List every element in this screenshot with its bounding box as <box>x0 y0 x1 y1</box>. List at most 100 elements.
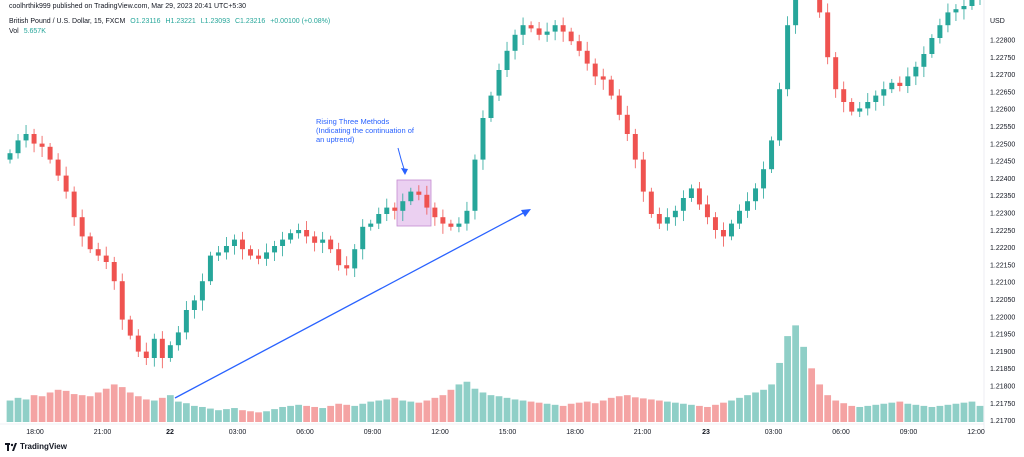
byline-text: coolhrthik999 published on TradingView.c… <box>9 3 247 10</box>
time-tick-label: 09:00 <box>900 429 918 436</box>
volume-bar <box>455 384 463 422</box>
volume-bar <box>126 392 134 422</box>
volume-bar <box>14 397 22 422</box>
candle-body <box>632 134 638 160</box>
volume-bar <box>856 406 864 422</box>
candle-body <box>207 255 213 282</box>
volume-bar <box>271 409 278 422</box>
volume-bar <box>351 405 359 422</box>
candle-body <box>624 114 630 134</box>
candle-body <box>881 89 887 96</box>
candle-body <box>31 134 37 144</box>
volume-bar <box>720 402 727 422</box>
candle-body <box>656 214 662 224</box>
candlesticks <box>7 0 981 369</box>
volume-bar <box>102 388 110 422</box>
volume-bar <box>736 397 743 422</box>
candle-body <box>239 239 245 250</box>
candle-body <box>15 140 21 154</box>
candle-body <box>280 239 286 246</box>
price-tick-label: 1.21800 <box>990 384 1015 391</box>
candle-body <box>576 41 582 51</box>
volume-bar <box>479 392 487 422</box>
candle-body <box>793 0 799 26</box>
volume-bar <box>247 411 254 422</box>
volume-bar <box>800 346 807 422</box>
volume-bar <box>463 381 471 422</box>
annotation-pointer <box>397 147 408 175</box>
candle-body <box>753 188 759 202</box>
candle-body <box>231 239 237 246</box>
candle-body <box>392 207 398 211</box>
candle-body <box>520 25 526 35</box>
volume-legend: Vol 5.657K <box>9 27 49 36</box>
price-tick-label: 1.22200 <box>990 245 1015 252</box>
candle-body <box>328 239 334 250</box>
volume-bar <box>359 403 367 422</box>
candle-body <box>384 207 390 214</box>
volume-bar <box>768 384 775 422</box>
volume-bar <box>824 395 832 422</box>
candle-body <box>151 338 157 358</box>
candle-body <box>616 95 622 115</box>
candle-body <box>183 310 189 333</box>
currency-label: USD <box>990 18 1005 25</box>
volume-bar <box>327 405 335 422</box>
volume-bar <box>311 406 318 422</box>
volume-bar <box>944 404 952 422</box>
candle-body <box>728 223 734 237</box>
volume-bar <box>647 399 655 422</box>
price-tick-label: 1.22350 <box>990 193 1015 200</box>
price-tick-label: 1.22250 <box>990 228 1015 235</box>
volume-bar <box>567 403 575 422</box>
candle-body <box>312 236 318 243</box>
price-tick-label: 1.21900 <box>990 349 1015 356</box>
volume-bar <box>551 404 559 422</box>
candle-body <box>464 210 470 224</box>
candle-body <box>825 12 831 58</box>
candle-body <box>833 57 839 90</box>
volume-bar <box>343 404 351 422</box>
trend-arrow[interactable] <box>174 209 531 399</box>
volume-bar <box>672 402 679 422</box>
volume-label: Vol <box>9 28 19 35</box>
candle-body <box>560 25 566 32</box>
volume-bar <box>279 406 286 422</box>
volume-bar <box>54 389 62 422</box>
symbol-name[interactable]: British Pound / U.S. Dollar, 15, FXCM <box>9 18 126 25</box>
volume-bar <box>968 401 976 422</box>
pattern-annotation[interactable]: Rising Three Methods (Indicating the con… <box>316 117 456 144</box>
volume-bar <box>158 397 166 422</box>
price-tick-label: 1.21700 <box>990 418 1015 425</box>
volume-bar <box>495 396 503 422</box>
volume-bar <box>78 395 86 422</box>
volume-bar <box>888 402 896 422</box>
volume-bar <box>431 397 439 422</box>
volume-bar <box>928 406 936 422</box>
candle-body <box>937 25 943 38</box>
time-tick-label: 21:00 <box>634 429 652 436</box>
volume-bar <box>744 395 751 422</box>
volume-bar <box>808 368 816 422</box>
volume-bar <box>62 390 70 422</box>
volume-bar <box>46 392 54 422</box>
tradingview-logo[interactable]: TradingView <box>5 442 67 451</box>
volume-bar <box>415 402 423 422</box>
candle-body <box>769 140 775 170</box>
volume-bar <box>631 397 639 422</box>
time-axis: 18:00 21:00 22 03:00 06:00 09:00 12:00 15:00 18:… <box>0 423 985 436</box>
volume-bar <box>407 401 415 422</box>
candle-body <box>496 70 502 96</box>
price-tick-label: 1.21750 <box>990 401 1015 408</box>
volume-bar <box>6 400 14 422</box>
volume-bar <box>511 399 519 422</box>
candle-body <box>135 335 141 352</box>
price-tick-label: 1.21950 <box>990 332 1015 339</box>
volume-bar <box>70 394 78 422</box>
volume-bar <box>471 388 479 422</box>
volume-bar <box>728 400 735 422</box>
volume-bar <box>607 397 615 422</box>
volume-bar <box>383 399 391 422</box>
candle-body <box>913 66 919 77</box>
